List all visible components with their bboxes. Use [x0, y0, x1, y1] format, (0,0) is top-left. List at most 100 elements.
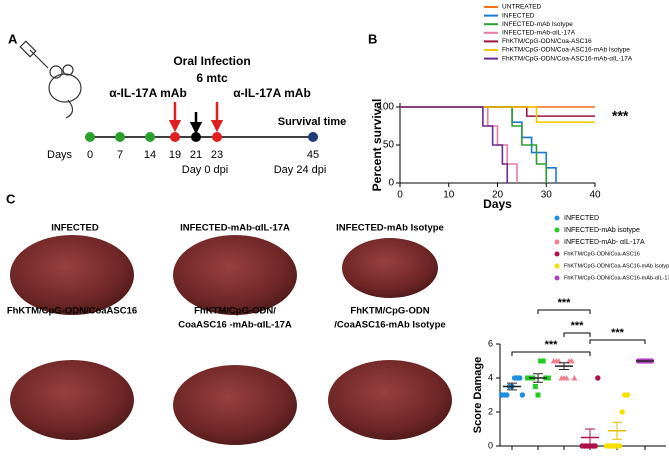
annotation: ***	[611, 327, 625, 339]
legend-swatch	[554, 263, 560, 269]
day-dot	[170, 132, 180, 142]
legend-swatch	[554, 227, 560, 233]
y-tick-label: 100	[377, 102, 394, 113]
day-label: Day 0 dpi	[182, 164, 228, 176]
mouse-icon	[19, 40, 82, 119]
legend-label: INFECTED-mAb-αIL-17A	[502, 30, 576, 37]
panel-label: C	[6, 191, 16, 206]
survival-line	[400, 106, 595, 123]
legend-label: INFECTED-mAb- αIL-17A	[564, 239, 645, 246]
legend-label: FhKTM/CpG-ODN/Coa-ASC16-mAb-αIL-17A	[502, 55, 633, 62]
liver-photo	[173, 235, 297, 315]
day-dot	[308, 132, 318, 142]
legend-label: FhKTM/CpG-ODN/Coa-ASC16	[564, 251, 640, 257]
y-tick-label: 0	[388, 178, 394, 189]
point	[568, 358, 575, 364]
legend-label: INFECTED	[502, 12, 535, 19]
y-tick-label: 4	[488, 372, 493, 382]
x-tick-label: 20	[492, 190, 504, 201]
photo-title: FhKTM/CpG-ODN/CoaASC16	[7, 306, 137, 317]
liver-photo	[173, 365, 297, 445]
survival-line	[400, 106, 595, 117]
photo-title: INFECTED	[51, 223, 99, 234]
mab-label: α-IL-17A mAb	[109, 86, 187, 100]
liver-photo	[342, 238, 438, 298]
point	[592, 443, 598, 449]
point	[545, 375, 551, 381]
infection-label: Oral Infection	[173, 54, 250, 68]
point	[519, 392, 526, 398]
point	[517, 375, 523, 381]
point	[624, 392, 631, 398]
point	[535, 392, 541, 398]
day-dot	[191, 132, 201, 142]
bracket	[563, 332, 591, 337]
day-label: 45	[307, 149, 319, 161]
photo-title: FhKTM/CpG-ODN	[350, 306, 429, 317]
photo-title: INFECTED-mAb-αIL-17A	[180, 223, 290, 234]
legend-label: UNTREATED	[502, 4, 542, 11]
legend-label: FhKTM/CpG-ODN/Coa-ASC16-mAb Isotype	[502, 47, 630, 54]
day-dot	[85, 132, 95, 142]
annotation: ***	[571, 320, 585, 332]
point	[619, 409, 625, 415]
annotation: ***	[558, 297, 572, 309]
x-tick-label: 30	[541, 190, 553, 201]
legend-label: INFECTED-mAb Isotype	[502, 21, 573, 28]
point	[563, 375, 570, 381]
legend-label: INFECTED-mAb isotype	[564, 227, 640, 234]
bracket	[511, 351, 591, 356]
day-dot	[145, 132, 155, 142]
photo-title: FhKTM/CpG-ODN/	[194, 306, 276, 317]
day-label: 23	[211, 149, 223, 161]
liver-photo	[10, 235, 134, 315]
annotation: ***	[545, 339, 559, 351]
day-dot	[212, 132, 222, 142]
survival-line	[400, 106, 548, 183]
day-label: 14	[144, 149, 156, 161]
point	[616, 443, 623, 449]
legend-label: FhKTM/CpG-ODN/Coa-ASC16-mAb-αIL-17A	[564, 275, 669, 281]
photo-title: /CoaASC16-mAb Isotype	[334, 320, 445, 331]
y-tick-label: 6	[488, 338, 493, 348]
x-tick-label: 10	[443, 190, 455, 201]
x-axis-label: Days	[483, 197, 512, 211]
photo-title: INFECTED-mAb Isotype	[336, 223, 444, 234]
liver-photo	[328, 360, 452, 440]
y-axis-label: Score Damage	[472, 357, 484, 433]
day-label: 21	[190, 149, 202, 161]
legend-label: FhKTM/CpG-ODN/Coa-ASC16-mAb Isotype	[564, 263, 669, 269]
survival-line	[400, 106, 509, 183]
error-bar	[612, 421, 622, 440]
legend-swatch	[554, 275, 560, 281]
point	[571, 375, 578, 381]
point	[532, 384, 538, 389]
annotation: ***	[612, 108, 629, 124]
bracket	[589, 339, 646, 344]
point	[595, 375, 601, 381]
day-label: Day 24 dpi	[274, 164, 327, 176]
panel-label: B	[368, 31, 377, 46]
survival-label: Survival time	[278, 116, 346, 128]
x-tick-label: 0	[397, 190, 403, 201]
error-bar	[585, 428, 595, 447]
point	[538, 358, 544, 364]
error-bar	[533, 373, 543, 383]
legend-label: INFECTED	[564, 215, 599, 222]
photo-title: CoaASC16 -mAb-αIL-17A	[178, 320, 292, 331]
point	[525, 375, 531, 381]
y-tick-label: 0	[488, 440, 493, 450]
x-tick-label: 40	[589, 190, 601, 201]
panel-label: A	[8, 31, 18, 46]
y-axis-label: Percent survival	[370, 99, 384, 192]
bracket	[537, 309, 591, 314]
y-tick-label: 2	[488, 406, 493, 416]
error-bar	[507, 382, 517, 391]
mab-label: α-IL-17A mAb	[233, 86, 311, 100]
day-dot	[115, 132, 125, 142]
legend-swatch	[554, 239, 560, 245]
y-tick-label: 50	[383, 140, 395, 151]
day-label: 0	[87, 149, 93, 161]
liver-photo	[10, 360, 134, 440]
